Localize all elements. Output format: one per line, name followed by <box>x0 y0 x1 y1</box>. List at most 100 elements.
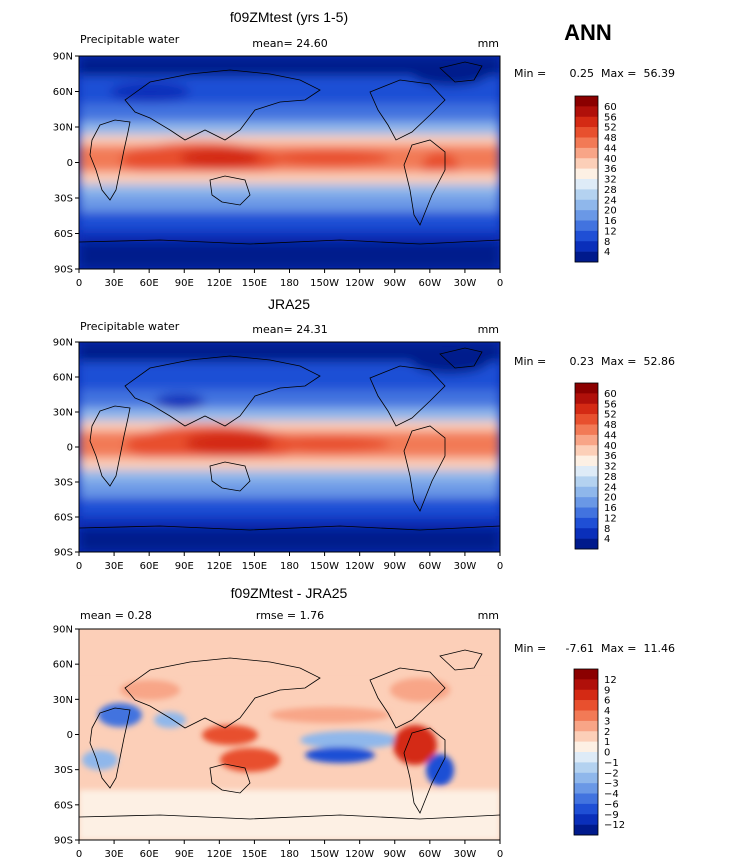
colorbar-label: −2 <box>604 768 619 779</box>
colorbar-label: 40 <box>604 154 617 165</box>
x-tick-label: 60E <box>140 561 159 572</box>
colorbar-label: 8 <box>604 524 610 535</box>
max-label: Max = <box>601 355 636 368</box>
colorbar-swatch <box>575 383 598 394</box>
x-tick-label: 120E <box>207 561 232 572</box>
x-tick-label: 150E <box>242 849 267 860</box>
y-tick-label: 60S <box>54 800 73 811</box>
colorbar-label: 24 <box>604 482 617 493</box>
y-tick-label: 30S <box>54 765 73 776</box>
colorbar-label: 0 <box>604 748 610 759</box>
x-tick-label: 90E <box>175 561 194 572</box>
map-field <box>79 629 500 840</box>
x-tick-label: 120W <box>345 278 374 289</box>
panel-center-label: rmse = 1.76 <box>256 609 324 622</box>
colorbar-label: 3 <box>604 716 610 727</box>
colorbar-swatch <box>575 116 598 128</box>
colorbar-swatch <box>575 424 598 436</box>
colorbar-swatch <box>575 414 598 425</box>
min-value: 0.23 <box>570 355 595 368</box>
colorbar-label: 4 <box>604 706 610 717</box>
panel-obs: JRA25 Precipitable water mean= 24.31 mm <box>53 296 675 572</box>
y-tick-label: 0 <box>67 158 73 169</box>
colorbar-swatch <box>575 199 598 211</box>
y-tick-label: 60N <box>53 373 73 384</box>
min-value: 0.25 <box>570 67 595 80</box>
colorbar-frame <box>573 668 599 836</box>
max-label: Max = <box>601 642 636 655</box>
colorbar-swatch <box>574 762 598 774</box>
panel-right-label: mm <box>478 323 499 336</box>
y-tick-label: 90S <box>54 265 73 276</box>
colorbar-swatch <box>575 251 598 263</box>
colorbar-swatch <box>575 445 598 456</box>
y-tick-label: 90N <box>53 52 73 63</box>
panel-right-label: mm <box>478 609 499 622</box>
colorbar-swatch <box>575 434 598 446</box>
colorbar-label: 12 <box>604 226 617 237</box>
x-tick-label: 0 <box>497 849 503 860</box>
y-tick-label: 30N <box>53 123 73 134</box>
x-tick-label: 180 <box>280 561 299 572</box>
colorbar-swatch <box>575 476 598 488</box>
x-tick-label: 150E <box>242 278 267 289</box>
y-tick-label: 30S <box>54 478 73 489</box>
x-tick-label: 30E <box>105 278 124 289</box>
map-field <box>79 342 500 552</box>
y-tick-label: 0 <box>67 443 73 454</box>
x-tick-label: 60E <box>140 849 159 860</box>
colorbar-swatch <box>574 710 598 722</box>
colorbar-label: 44 <box>604 430 617 441</box>
y-tick-label: 60S <box>54 229 73 240</box>
y-tick-label: 60S <box>54 513 73 524</box>
x-tick-label: 90W <box>383 278 406 289</box>
colorbar-swatch <box>575 220 598 232</box>
min-value: -7.61 <box>566 642 594 655</box>
colorbar-swatch <box>574 669 598 680</box>
colorbar-swatch <box>575 497 598 508</box>
y-axis: 90N 60N 30N 0 30S 60S 90S <box>53 52 79 276</box>
y-tick-label: 30N <box>53 408 73 419</box>
panel-title: f09ZMtest (yrs 1-5) <box>230 9 348 25</box>
y-axis: 90N 60N 30N 0 30S 60S 90S <box>53 625 79 847</box>
x-tick-label: 0 <box>76 849 82 860</box>
colorbar-label: 60 <box>604 389 617 400</box>
colorbar-label: 56 <box>604 399 617 410</box>
colorbar-frame <box>574 95 599 263</box>
y-tick-label: 90N <box>53 338 73 349</box>
y-tick-label: 30S <box>54 194 73 205</box>
x-tick-label: 120E <box>207 849 232 860</box>
colorbar-swatch <box>575 96 598 107</box>
colorbar-label: −3 <box>604 779 619 790</box>
x-tick-label: 90W <box>383 849 406 860</box>
x-tick-label: 30E <box>105 561 124 572</box>
colorbar-swatch <box>575 486 598 498</box>
colorbar-swatch <box>575 241 598 252</box>
colorbar-swatch <box>574 689 598 701</box>
x-tick-label: 150W <box>310 278 339 289</box>
colorbar-swatch <box>575 466 598 477</box>
colorbar-label: 40 <box>604 441 617 452</box>
colorbar-swatch <box>574 741 598 753</box>
colorbar-label: 44 <box>604 143 617 154</box>
max-value: 11.46 <box>644 642 676 655</box>
colorbar-label: 2 <box>604 727 610 738</box>
colorbar-label: 16 <box>604 216 617 227</box>
x-tick-label: 150E <box>242 561 267 572</box>
colorbar-label: 1 <box>604 737 610 748</box>
colorbar-swatch <box>574 772 598 784</box>
colorbar-swatch <box>574 814 598 825</box>
colorbar-swatch <box>574 783 598 794</box>
colorbar-label: 24 <box>604 195 617 206</box>
colorbar-label: 48 <box>604 133 617 144</box>
x-tick-label: 90E <box>175 849 194 860</box>
x-tick-label: 120W <box>345 849 374 860</box>
x-tick-label: 60E <box>140 278 159 289</box>
panel-right-label: mm <box>478 37 499 50</box>
x-axis: 0 30E 60E 90E 120E 150E 180 150W 120W 90W 60W 30W 0 <box>76 552 503 572</box>
max-value: 56.39 <box>644 67 676 80</box>
coastlines <box>79 649 500 820</box>
x-tick-label: 0 <box>497 278 503 289</box>
x-tick-label: 30W <box>454 278 477 289</box>
